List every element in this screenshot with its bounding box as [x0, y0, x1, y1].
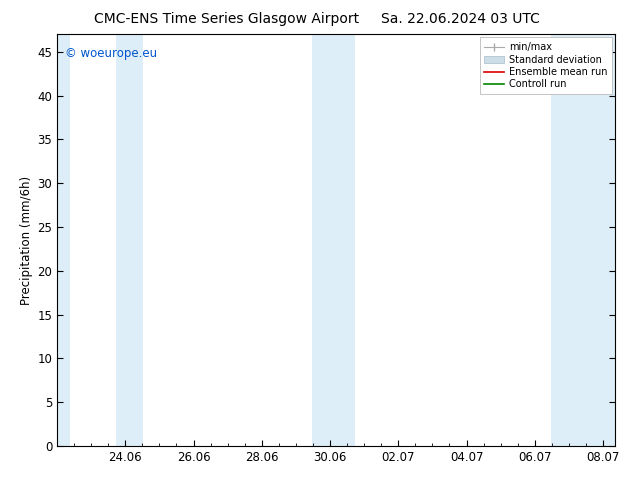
Legend: min/max, Standard deviation, Ensemble mean run, Controll run: min/max, Standard deviation, Ensemble me… [479, 37, 612, 94]
Bar [313, 34, 354, 446]
Bar [57, 34, 70, 446]
Bar [551, 34, 615, 446]
Text: © woeurope.eu: © woeurope.eu [65, 47, 158, 60]
Bar [116, 34, 143, 446]
Y-axis label: Precipitation (mm/6h): Precipitation (mm/6h) [20, 175, 33, 305]
Text: CMC-ENS Time Series Glasgow Airport     Sa. 22.06.2024 03 UTC: CMC-ENS Time Series Glasgow Airport Sa. … [94, 12, 540, 26]
